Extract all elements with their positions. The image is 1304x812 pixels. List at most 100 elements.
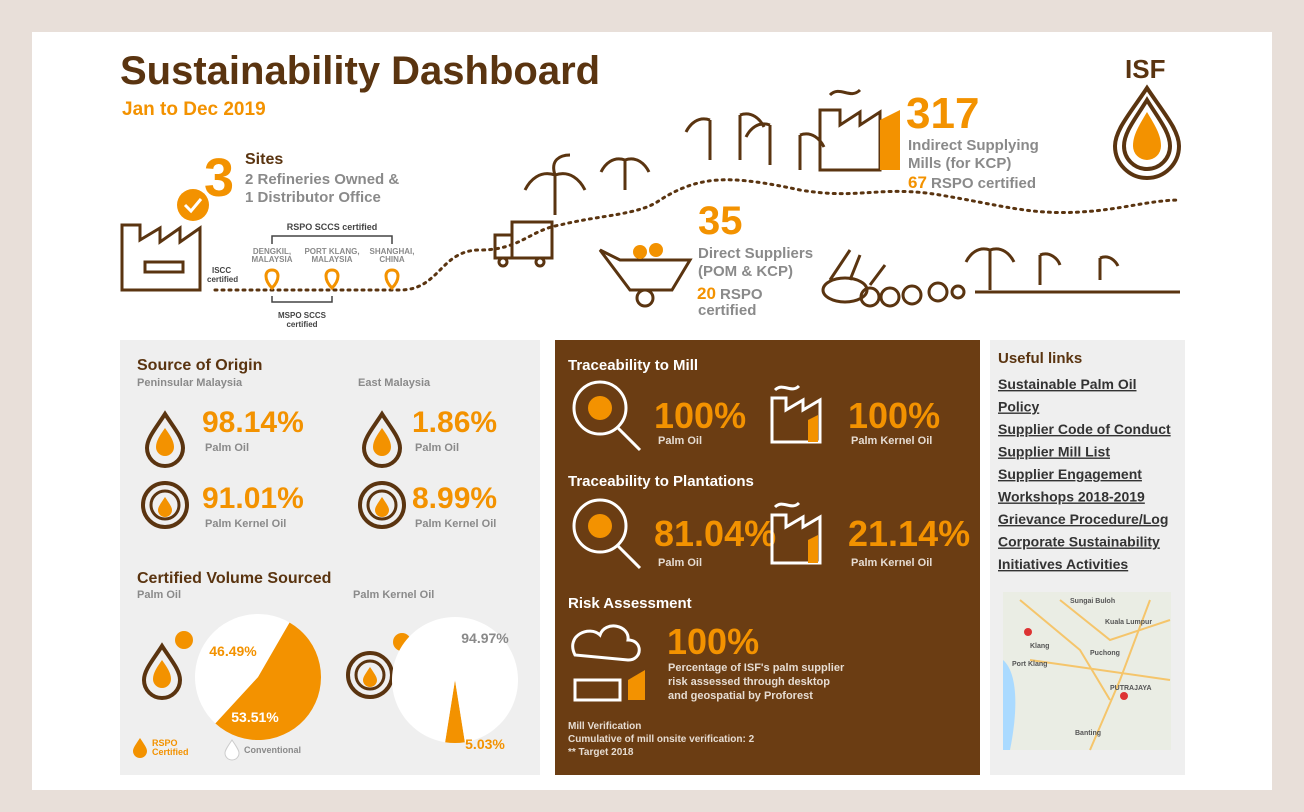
links: Sustainable Palm Oil Policy Supplier Code … — [998, 376, 1171, 572]
refinery-icon — [120, 189, 209, 292]
trace-icons — [571, 380, 822, 702]
location: SHANGHAI, — [370, 247, 415, 256]
location: CHINA — [379, 255, 405, 264]
panel-title: Traceability to Mill — [568, 357, 698, 374]
risk-value: 100% — [667, 621, 759, 662]
dotted-path — [213, 178, 1182, 292]
sites-heading: Sites — [245, 151, 283, 168]
trace-label: Palm Oil — [658, 435, 702, 447]
legend-swatch — [224, 739, 240, 761]
sites-line: 1 Distributor Office — [245, 189, 381, 206]
map — [1003, 592, 1171, 751]
origin-value: 98.14% — [202, 406, 304, 439]
pie-name: Palm Oil — [137, 589, 181, 601]
link[interactable]: Supplier Engagement — [998, 466, 1142, 482]
direct-count: 35 — [698, 199, 743, 243]
risk-note: ** Target 2018 — [568, 747, 634, 758]
logo-text: ISF — [1125, 54, 1165, 84]
pie-slice — [215, 622, 322, 741]
origin-label: Palm Kernel Oil — [205, 518, 286, 530]
drop-icons — [141, 410, 406, 529]
legend-label: RSPO — [152, 738, 178, 748]
map-label: PUTRAJAYA — [1110, 685, 1152, 692]
legend-label: Certified — [152, 747, 189, 757]
link[interactable]: Supplier Code of Conduct — [998, 421, 1171, 437]
pie-name: Palm Kernel Oil — [353, 589, 434, 601]
direct-certified-count: 20 — [697, 284, 716, 303]
origin-label: Palm Oil — [205, 442, 249, 454]
rspo-label: RSPO SCCS certified — [287, 222, 378, 232]
link[interactable]: Workshops 2018-2019 — [998, 489, 1145, 505]
origin-label: Palm Oil — [415, 442, 459, 454]
pie-slice — [445, 680, 465, 743]
subtitle: Jan to Dec 2019 — [122, 99, 266, 120]
trace-value: 100% — [654, 395, 746, 436]
region-name: Peninsular Malaysia — [137, 377, 243, 389]
panel-title: Risk Assessment — [568, 595, 692, 612]
origin-value: 1.86% — [412, 406, 497, 439]
map-label: Kuala Lumpur — [1105, 619, 1152, 626]
fruit-icons — [821, 249, 966, 308]
pies: 53.51% 46.49% 5.03% 94.97% — [195, 614, 518, 752]
map-label: Puchong — [1090, 650, 1120, 657]
trace-label: Palm Oil — [658, 557, 702, 569]
pins — [264, 268, 400, 291]
panel-title: Source of Origin — [137, 357, 262, 374]
sites-line: 2 Refineries Owned & — [245, 171, 399, 188]
iscc-label: ISCC — [212, 266, 231, 275]
trees — [523, 112, 1180, 294]
map-label: Banting — [1075, 730, 1101, 737]
mill-icon — [818, 88, 900, 172]
legend-label: Conventional — [244, 745, 301, 755]
direct-certified-label: certified — [698, 302, 756, 319]
pie-label: 46.49% — [209, 643, 257, 659]
indirect-count: 317 — [906, 89, 979, 138]
pie-slice — [195, 614, 290, 724]
link[interactable]: Sustainable Palm Oil — [998, 376, 1137, 392]
logo-icon — [1112, 84, 1182, 180]
trace-value: 100% — [848, 395, 940, 436]
bracket — [271, 296, 333, 303]
trace-label: Palm Kernel Oil — [851, 557, 932, 569]
legend-swatch — [133, 738, 147, 758]
wheelbarrow-icon — [598, 243, 693, 308]
map-label: Sungai Buloh — [1070, 598, 1115, 605]
risk-desc: risk assessed through desktop — [668, 676, 830, 688]
location: DENGKIL, — [253, 247, 291, 256]
mspo-label: MSPO SCCS — [278, 311, 327, 320]
mspo-label: certified — [286, 320, 317, 329]
map-label: Port Klang — [1012, 661, 1047, 668]
indirect-certified-count: 67 — [908, 173, 927, 192]
location: MALAYSIA — [311, 255, 352, 264]
location: MALAYSIA — [251, 255, 292, 264]
direct-certified-label: RSPO — [720, 286, 763, 303]
origin-value: 91.01% — [202, 482, 304, 515]
links-title: Useful links — [998, 350, 1082, 367]
pie-icons — [141, 631, 411, 700]
link[interactable]: Supplier Mill List — [998, 444, 1110, 460]
link[interactable]: Initiatives Activities — [998, 556, 1128, 572]
trace-value: 21.14% — [848, 513, 970, 554]
bracket — [271, 235, 393, 244]
pie-slice — [392, 617, 518, 743]
map-labels: Sungai Buloh Kuala Lumpur Klang Puchong Port… — [1012, 598, 1152, 737]
risk-desc: Percentage of ISF's palm supplier — [668, 662, 845, 674]
link[interactable]: Corporate Sustainability — [998, 534, 1160, 550]
link[interactable]: Policy — [998, 399, 1039, 415]
origin-label: Palm Kernel Oil — [415, 518, 496, 530]
pie-label: 53.51% — [231, 709, 279, 725]
map-label: Klang — [1030, 643, 1049, 650]
pie-label: 94.97% — [461, 630, 509, 646]
risk-desc: and geospatial by Proforest — [668, 690, 813, 702]
location: PORT KLANG, — [304, 247, 359, 256]
region-name: East Malaysia — [358, 377, 431, 389]
panel-title: Traceability to Plantations — [568, 473, 754, 490]
risk-note: Cumulative of mill onsite verification: … — [568, 734, 755, 745]
trace-value: 81.04% — [654, 513, 776, 554]
panel-title: Certified Volume Sourced — [137, 570, 331, 587]
direct-line: Direct Suppliers — [698, 245, 813, 262]
origin-value: 8.99% — [412, 482, 497, 515]
truck-icon — [493, 220, 554, 268]
link[interactable]: Grievance Procedure/Log — [998, 511, 1168, 527]
